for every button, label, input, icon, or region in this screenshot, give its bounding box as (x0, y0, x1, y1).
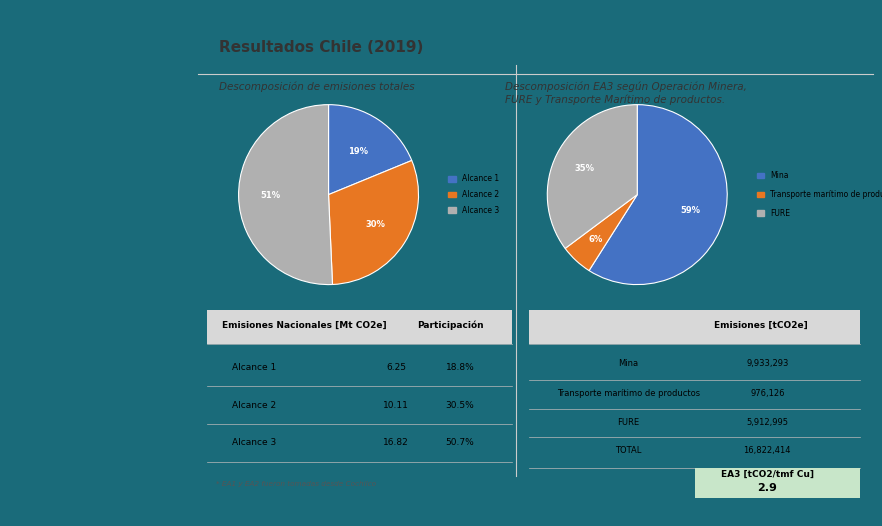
Text: 6.25: 6.25 (386, 362, 406, 372)
Text: FURE: FURE (617, 418, 639, 427)
Text: 30%: 30% (366, 220, 385, 229)
Text: 19%: 19% (348, 147, 368, 156)
Text: 976,126: 976,126 (750, 389, 785, 398)
Text: 6%: 6% (588, 235, 602, 244)
Text: 16,822,414: 16,822,414 (744, 446, 791, 455)
Text: Emisiones Nacionales [Mt CO2e]: Emisiones Nacionales [Mt CO2e] (222, 321, 387, 330)
Legend: Alcance 1, Alcance 2, Alcance 3: Alcance 1, Alcance 2, Alcance 3 (445, 171, 502, 218)
Text: Alcance 2: Alcance 2 (232, 400, 276, 410)
Text: 18.8%: 18.8% (445, 362, 475, 372)
Text: 59%: 59% (681, 206, 701, 215)
Text: Descomposición EA3 según Operación Minera,
FURE y Transporte Marítimo de product: Descomposición EA3 según Operación Miner… (505, 82, 747, 105)
Text: Alcance 1: Alcance 1 (232, 362, 276, 372)
Text: Alcance 3: Alcance 3 (232, 438, 276, 448)
Legend: Mina, Transporte marítimo de productos, FURE: Mina, Transporte marítimo de productos, … (753, 168, 882, 221)
Text: 2.9: 2.9 (758, 483, 777, 493)
Wedge shape (329, 160, 418, 285)
Text: Descomposición de emisiones totales: Descomposición de emisiones totales (219, 82, 415, 93)
Text: 50.7%: 50.7% (445, 438, 475, 448)
Text: TOTAL: TOTAL (616, 446, 641, 455)
Text: Resultados Chile (2019): Resultados Chile (2019) (219, 41, 423, 55)
Bar (529, 310, 860, 345)
Bar (207, 310, 512, 345)
Text: Participación: Participación (417, 321, 484, 330)
Wedge shape (589, 105, 727, 285)
Wedge shape (565, 195, 637, 270)
Text: 9,933,293: 9,933,293 (746, 359, 789, 368)
Text: 5,912,995: 5,912,995 (746, 418, 789, 427)
Wedge shape (239, 105, 333, 285)
Text: Emisiones [tCO2e]: Emisiones [tCO2e] (714, 321, 808, 330)
Text: Mina: Mina (618, 359, 639, 368)
Wedge shape (548, 105, 638, 248)
Text: EA3 [tCO2/tmf Cu]: EA3 [tCO2/tmf Cu] (721, 470, 814, 479)
Text: * EA1 y EA2 fueron tomadas desde Cochilco: * EA1 y EA2 fueron tomadas desde Cochilc… (216, 481, 377, 487)
Text: 51%: 51% (260, 191, 280, 200)
Text: 10.11: 10.11 (383, 400, 409, 410)
Bar (695, 468, 860, 498)
Text: 35%: 35% (575, 164, 595, 173)
Wedge shape (328, 105, 412, 195)
Text: Transporte marítimo de productos: Transporte marítimo de productos (557, 389, 700, 398)
Text: 30.5%: 30.5% (445, 400, 475, 410)
Text: 16.82: 16.82 (383, 438, 408, 448)
